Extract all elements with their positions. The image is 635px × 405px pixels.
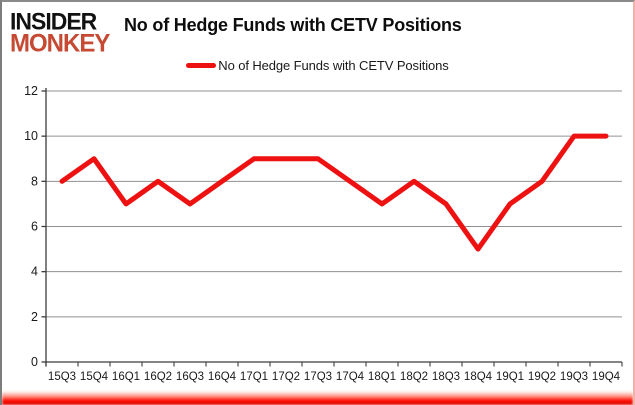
- series-line: [59, 133, 609, 252]
- svg-text:6: 6: [31, 220, 38, 234]
- svg-text:16Q2: 16Q2: [144, 371, 172, 383]
- svg-text:17Q2: 17Q2: [272, 371, 300, 383]
- svg-text:19Q4: 19Q4: [592, 371, 621, 383]
- legend-line-swatch: [186, 63, 217, 68]
- logo-insider-text: INSIDER: [10, 7, 97, 35]
- chart-title: No of Hedge Funds with CETV Positions: [124, 15, 462, 35]
- svg-text:17Q4: 17Q4: [336, 371, 365, 383]
- x-axis: 15Q3 15Q4 16Q1 16Q2 16Q3 16Q4 17Q1 17Q2 17Q3 17Q4…: [45, 361, 623, 383]
- svg-text:2: 2: [31, 310, 38, 324]
- svg-text:16Q1: 16Q1: [112, 371, 140, 383]
- svg-text:0: 0: [31, 355, 38, 369]
- y-axis: 0 2 4 6 8 10 12: [24, 84, 47, 369]
- svg-text:8: 8: [31, 174, 38, 188]
- svg-text:19Q1: 19Q1: [496, 371, 524, 383]
- logo-monkey-text: MONKEY: [10, 29, 110, 58]
- svg-text:10: 10: [24, 129, 38, 143]
- svg-text:17Q1: 17Q1: [240, 371, 268, 383]
- svg-text:18Q2: 18Q2: [400, 371, 428, 383]
- svg-text:16Q3: 16Q3: [176, 371, 204, 383]
- svg-text:16Q4: 16Q4: [208, 371, 237, 383]
- legend: No of Hedge Funds with CETV Positions: [2, 58, 633, 73]
- svg-text:15Q3: 15Q3: [48, 371, 76, 383]
- svg-text:15Q4: 15Q4: [80, 371, 109, 383]
- insider-monkey-logo: INSIDER MONKEY: [10, 7, 110, 58]
- gridlines: [46, 90, 622, 318]
- svg-text:4: 4: [31, 265, 38, 279]
- legend-label: No of Hedge Funds with CETV Positions: [218, 58, 449, 73]
- svg-text:18Q3: 18Q3: [432, 371, 460, 383]
- svg-text:18Q1: 18Q1: [368, 371, 396, 383]
- svg-text:19Q3: 19Q3: [560, 371, 588, 383]
- svg-text:19Q2: 19Q2: [528, 371, 556, 383]
- svg-text:12: 12: [24, 84, 38, 98]
- svg-text:17Q3: 17Q3: [304, 371, 332, 383]
- svg-text:18Q4: 18Q4: [464, 371, 493, 383]
